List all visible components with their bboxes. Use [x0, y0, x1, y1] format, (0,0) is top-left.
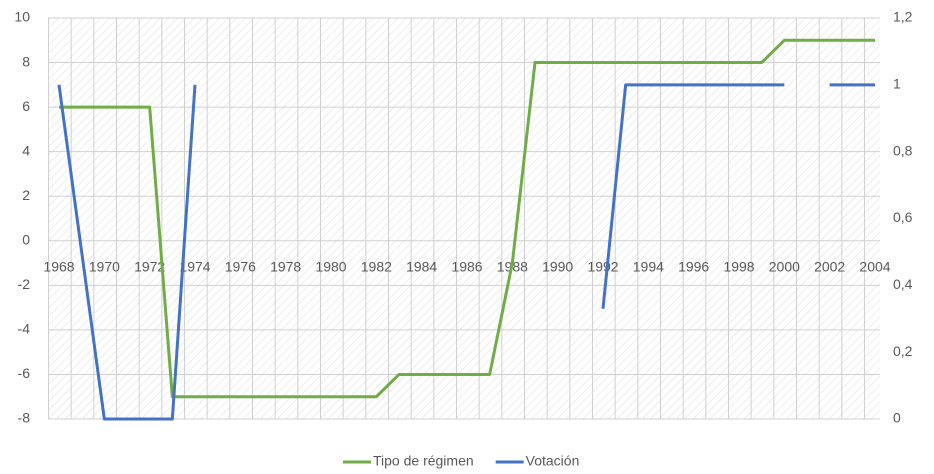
- y2-tick-label: 0,4: [893, 276, 913, 292]
- x-tick-label: 2002: [814, 258, 845, 274]
- x-tick-label: 1986: [451, 258, 482, 274]
- y2-tick-label: 0,6: [893, 209, 913, 225]
- x-tick-label: 1984: [406, 258, 437, 274]
- x-tick-label: 1992: [587, 258, 618, 274]
- x-tick-label: 1970: [89, 258, 120, 274]
- y2-tick-label: 0,2: [893, 343, 913, 359]
- y-tick-label: 4: [22, 142, 30, 158]
- series-line: [57, 83, 875, 421]
- x-tick-label: 2004: [859, 258, 890, 274]
- y2-tick-label: 0,8: [893, 142, 913, 158]
- legend-label: Votación: [526, 453, 580, 469]
- x-tick-label: 1968: [43, 258, 74, 274]
- y-tick-label: 2: [22, 187, 30, 203]
- x-tick-label: 1994: [633, 258, 664, 274]
- x-tick-label: 1978: [270, 258, 301, 274]
- y-tick-label: 0: [22, 231, 30, 247]
- y-tick-label: -4: [18, 321, 31, 337]
- y-tick-label: -8: [18, 410, 31, 426]
- x-tick-label: 1976: [225, 258, 256, 274]
- category-grid: [48, 18, 880, 419]
- x-tick-label: 1982: [361, 258, 392, 274]
- y2-tick-label: 1: [893, 76, 901, 92]
- series-line: [59, 38, 875, 399]
- legend-label: Tipo de régimen: [373, 453, 474, 469]
- x-tick-label: 1990: [542, 258, 573, 274]
- y-tick-label: -2: [18, 276, 31, 292]
- y-tick-label: -6: [18, 365, 31, 381]
- y2-tick-label: 1,2: [893, 9, 913, 25]
- y-tick-label: 8: [22, 53, 30, 69]
- x-tick-label: 2000: [769, 258, 800, 274]
- y2-tick-label: 0: [893, 410, 901, 426]
- x-tick-label: 1980: [315, 258, 346, 274]
- x-tick-label: 1974: [179, 258, 210, 274]
- y-tick-label: 6: [22, 98, 30, 114]
- x-tick-label: 1972: [134, 258, 165, 274]
- x-tick-label: 1998: [723, 258, 754, 274]
- x-tick-label: 1996: [678, 258, 709, 274]
- y-tick-label: 10: [14, 9, 30, 25]
